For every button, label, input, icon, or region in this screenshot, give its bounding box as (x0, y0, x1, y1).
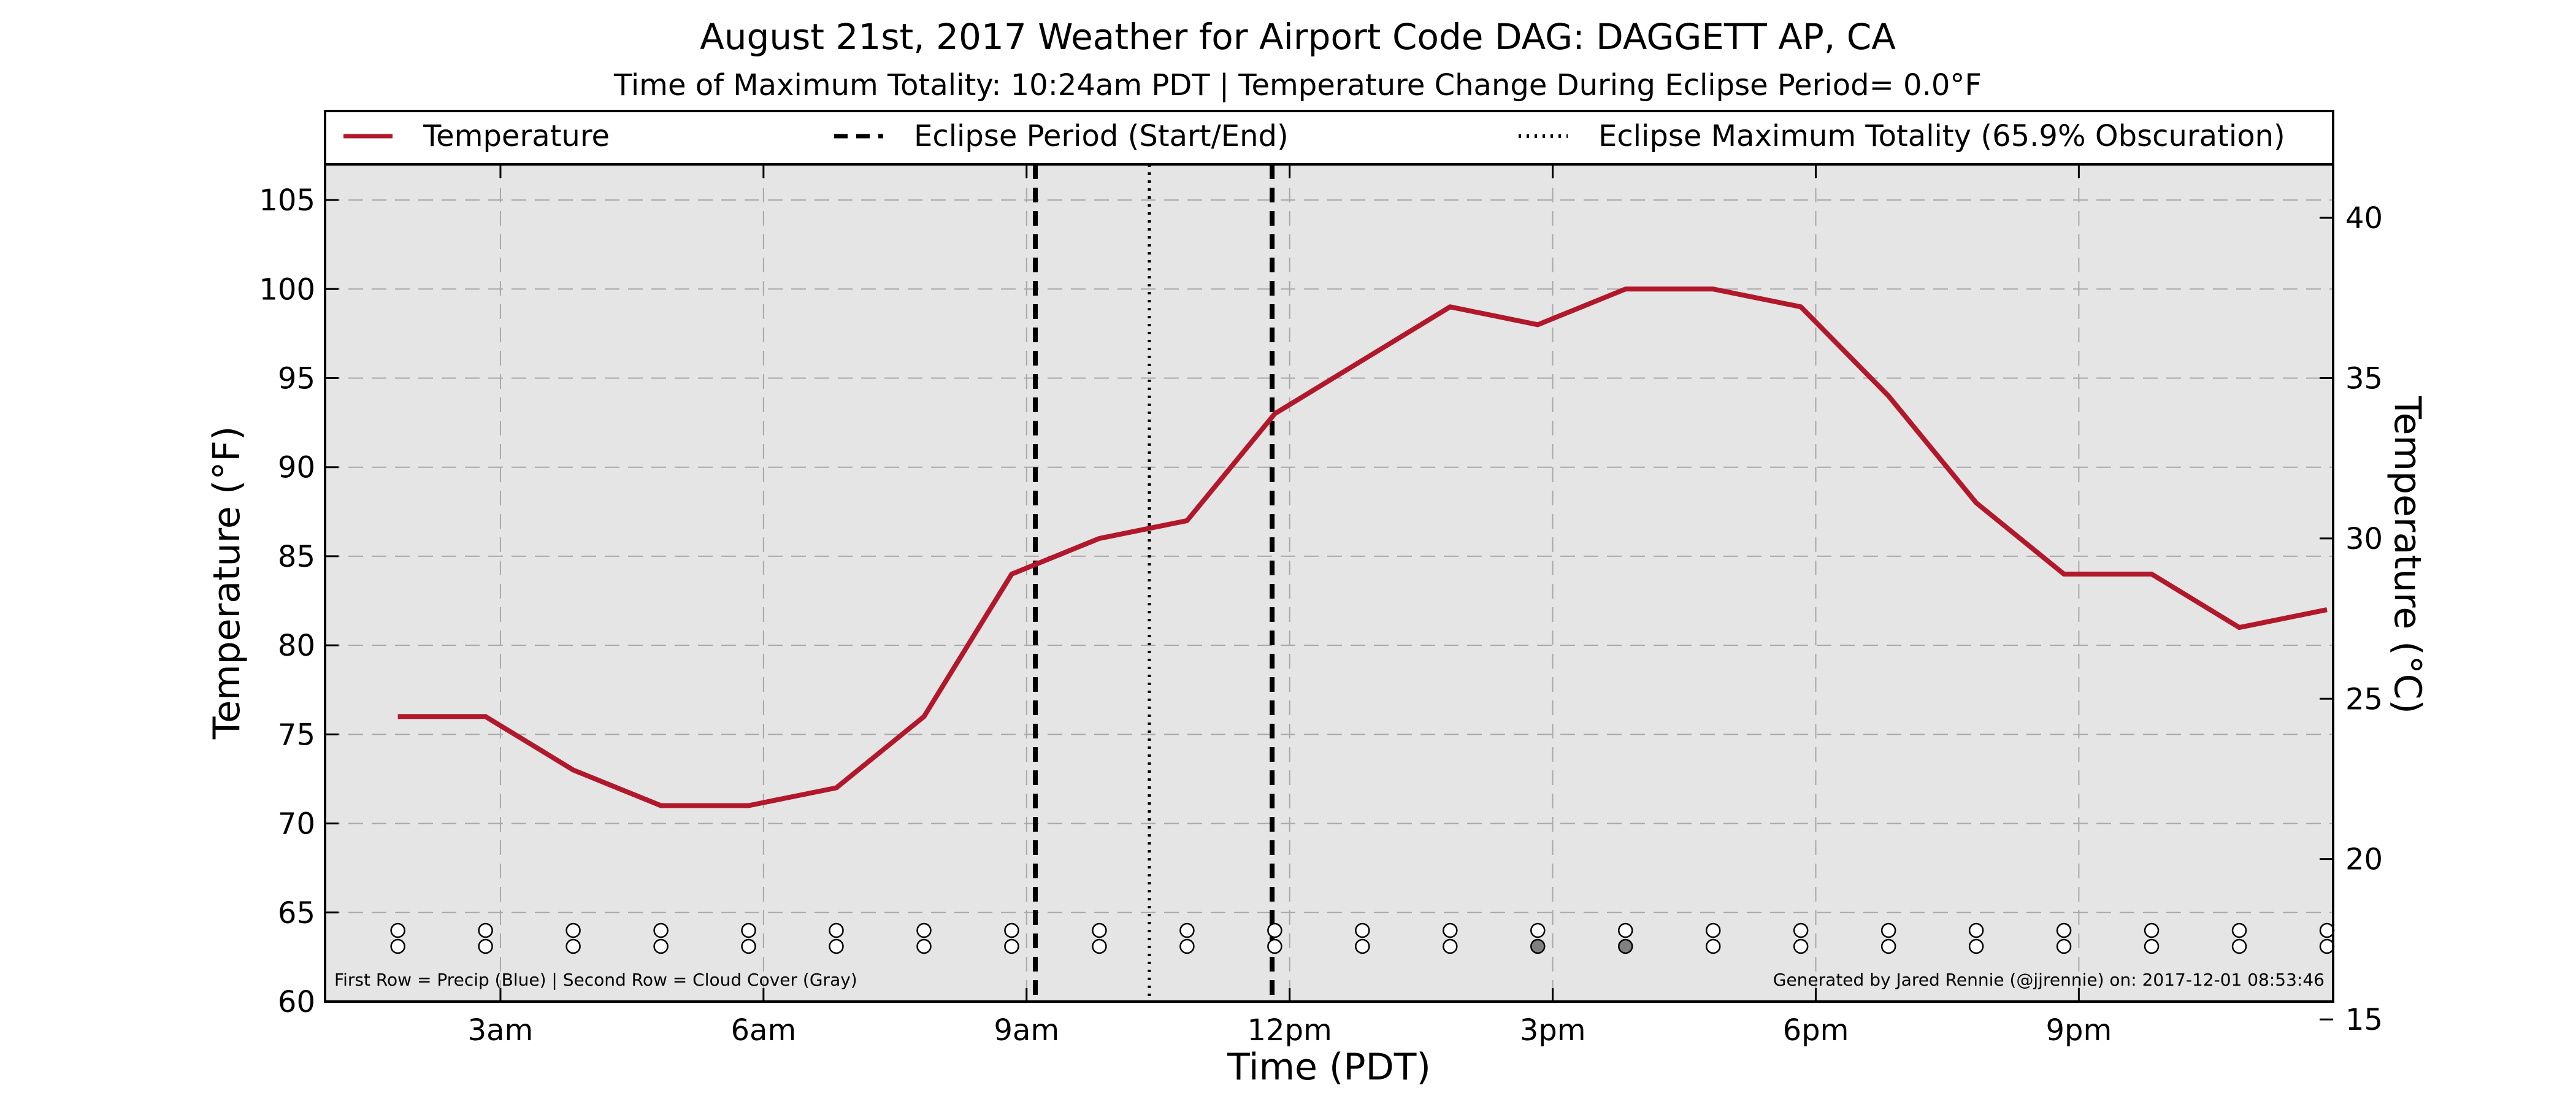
cloud-marker (1092, 938, 1107, 954)
precip-marker (2056, 922, 2072, 938)
precip-marker (1443, 922, 1458, 938)
x-axis-label: Time (PDT) (1227, 1046, 1431, 1089)
precip-marker (653, 922, 669, 938)
x-tick-label: 9am (994, 1013, 1059, 1048)
y-tick-label: 105 (259, 183, 315, 218)
legend: Temperature Eclipse Period (Start/End) E… (324, 110, 2334, 166)
y-tick-label: 70 (278, 807, 315, 841)
y-right-tick-label: 35 (2345, 362, 2383, 396)
precip-marker (390, 922, 405, 938)
y-tick-label: 60 (278, 985, 315, 1019)
y-right-tick-label: 15 (2345, 1003, 2383, 1037)
temperature-line (397, 286, 2328, 808)
precip-marker (1793, 922, 1809, 938)
y-right-tick-label: 40 (2345, 201, 2383, 236)
chart-title: August 21st, 2017 Weather for Airport Co… (700, 16, 1896, 58)
cloud-marker (1267, 938, 1282, 954)
cloud-marker (1617, 938, 1633, 954)
y-right-tick-label: 30 (2345, 522, 2383, 556)
cloud-marker (653, 938, 669, 954)
y-right-tick-label: 20 (2345, 843, 2383, 877)
precip-marker (2319, 922, 2335, 938)
precip-marker (1880, 922, 1896, 938)
cloud-marker (829, 938, 844, 954)
cloud-marker (1179, 938, 1195, 954)
legend-label-temperature: Temperature (423, 119, 610, 153)
precip-marker (2231, 922, 2247, 938)
cloud-marker (1004, 938, 1019, 954)
cloud-marker (1705, 938, 1721, 954)
precip-marker (478, 922, 493, 938)
cloud-marker (2056, 938, 2072, 954)
cloud-marker (741, 938, 756, 954)
cloud-marker (1355, 938, 1370, 954)
footnote-right: Generated by Jared Rennie (@jjrennie) on… (1773, 970, 2325, 990)
cloud-marker (1443, 938, 1458, 954)
precip-marker (1617, 922, 1633, 938)
cloud-marker (478, 938, 493, 954)
cloud-marker (390, 938, 405, 954)
precip-marker (916, 922, 932, 938)
cloud-marker (1880, 938, 1896, 954)
precip-marker (1355, 922, 1370, 938)
y-tick-label: 95 (278, 362, 315, 396)
cloud-marker (1530, 938, 1546, 954)
cloud-marker (1793, 938, 1809, 954)
y-tick-label: 100 (259, 272, 315, 307)
precip-marker (565, 922, 581, 938)
legend-box (324, 110, 2334, 166)
precip-marker (2144, 922, 2160, 938)
y-axis-right-label: Temperature (°C) (2386, 396, 2429, 714)
precip-marker (741, 922, 756, 938)
precip-marker (1530, 922, 1546, 938)
legend-label-eclipse-period: Eclipse Period (Start/End) (914, 119, 1289, 153)
cloud-marker (916, 938, 932, 954)
x-tick-label: 12pm (1248, 1013, 1332, 1048)
y-axis-right-ticks: 15 20 25 30 35 40 (2320, 201, 2383, 1037)
y-axis-left-label: Temperature (°F) (205, 426, 248, 740)
precip-marker (1179, 922, 1195, 938)
y-right-tick-label: 25 (2345, 682, 2383, 716)
cloud-marker (2319, 938, 2335, 954)
footnote-left: First Row = Precip (Blue) | Second Row =… (334, 970, 857, 990)
x-tick-label: 6pm (1783, 1013, 1849, 1048)
x-tick-label: 3am (468, 1013, 534, 1048)
x-tick-label: 6am (730, 1013, 796, 1048)
precip-marker (1705, 922, 1721, 938)
legend-label-eclipse-max: Eclipse Maximum Totality (65.9% Obscurat… (1598, 119, 2285, 153)
y-tick-label: 65 (278, 896, 315, 930)
precip-marker (829, 922, 844, 938)
cloud-marker (2231, 938, 2247, 954)
y-axis-left-ticks: 60 65 70 75 80 85 90 95 100 105 (259, 183, 339, 1019)
temperature-series (397, 286, 2328, 808)
x-tick-label: 9pm (2046, 1013, 2112, 1048)
x-tick-label: 3pm (1520, 1013, 1586, 1048)
x-axis-ticks: 3am 6am 9am 12pm 3pm 6pm 9pm (468, 164, 2112, 1048)
y-tick-label: 80 (278, 629, 315, 663)
y-tick-label: 85 (278, 540, 315, 574)
precip-marker (1267, 922, 1282, 938)
y-tick-label: 90 (278, 451, 315, 485)
y-tick-label: 75 (278, 718, 315, 752)
precip-marker (1968, 922, 1984, 938)
precip-cloud-markers (390, 922, 2335, 954)
precip-marker (1092, 922, 1107, 938)
chart-subtitle: Time of Maximum Totality: 10:24am PDT | … (613, 68, 1982, 102)
cloud-marker (2144, 938, 2160, 954)
plot-background (325, 164, 2333, 1002)
cloud-marker (1968, 938, 1984, 954)
precip-marker (1004, 922, 1019, 938)
cloud-marker (565, 938, 581, 954)
